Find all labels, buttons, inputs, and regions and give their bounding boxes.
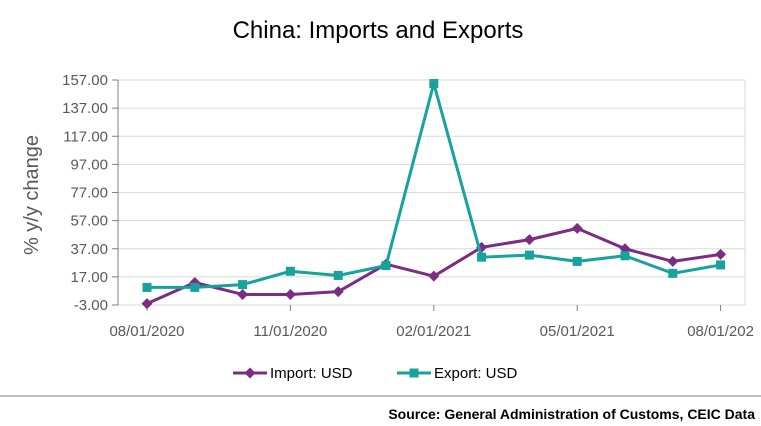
data-point [237, 288, 249, 300]
x-tick-label: 08/01/202 [687, 323, 754, 340]
series-import [141, 222, 727, 310]
y-tick-label: 77.00 [70, 185, 108, 202]
data-point [190, 282, 200, 292]
data-point [477, 252, 487, 262]
chart-title: China: Imports and Exports [233, 17, 524, 44]
data-point [716, 260, 726, 270]
data-point [142, 282, 152, 292]
data-point [381, 261, 391, 271]
y-tick-label: 97.00 [70, 156, 108, 173]
data-point [620, 251, 630, 261]
data-point [523, 234, 535, 246]
source-note: Source: General Administration of Custom… [388, 406, 755, 422]
series-line [146, 226, 721, 305]
y-tick-label: 17.00 [70, 269, 108, 286]
y-tick-label: 137.00 [62, 100, 108, 117]
legend-marker [244, 367, 256, 379]
legend-label: Export: USD [434, 365, 518, 382]
data-point [429, 79, 439, 89]
data-point [571, 222, 583, 234]
data-point [667, 255, 679, 267]
y-axis-label: % y/y change [21, 135, 43, 255]
x-tick-label: 11/01/2020 [253, 323, 327, 340]
data-point [284, 288, 296, 300]
legend-marker [409, 368, 419, 378]
series-layer [141, 79, 727, 310]
legend-item: Export: USD [397, 365, 518, 382]
y-tick-label: 57.00 [70, 213, 108, 230]
x-tick-label: 08/01/2020 [109, 323, 184, 340]
legend: Import: USD Export: USD [233, 365, 518, 382]
legend-label: Import: USD [270, 365, 353, 382]
series-export [142, 79, 726, 292]
y-tick-label: 37.00 [70, 241, 108, 258]
y-tick-label: 117.00 [63, 128, 108, 145]
data-point [141, 298, 153, 310]
series-line [147, 82, 721, 289]
data-point [428, 270, 440, 282]
data-point [715, 248, 727, 260]
legend-item: Import: USD [233, 365, 353, 382]
gridlines [117, 79, 746, 306]
data-point [572, 256, 582, 266]
data-point [668, 268, 678, 278]
y-tick-label: 157.00 [62, 72, 108, 89]
data-point [285, 266, 295, 276]
x-axis-ticks: 08/01/2020 11/01/2020 02/01/2021 05/01/2021… [109, 305, 754, 340]
x-tick-label: 02/01/2021 [396, 323, 471, 340]
data-point [238, 280, 248, 290]
data-point [524, 250, 534, 260]
x-tick-label: 05/01/2021 [540, 323, 615, 340]
data-point [333, 270, 343, 280]
data-point [332, 286, 344, 298]
y-axis-ticks: 157.00 137.00 117.00 97.00 77.00 57.00 37.00 17… [62, 72, 118, 314]
y-tick-label: -3.00 [74, 297, 108, 314]
